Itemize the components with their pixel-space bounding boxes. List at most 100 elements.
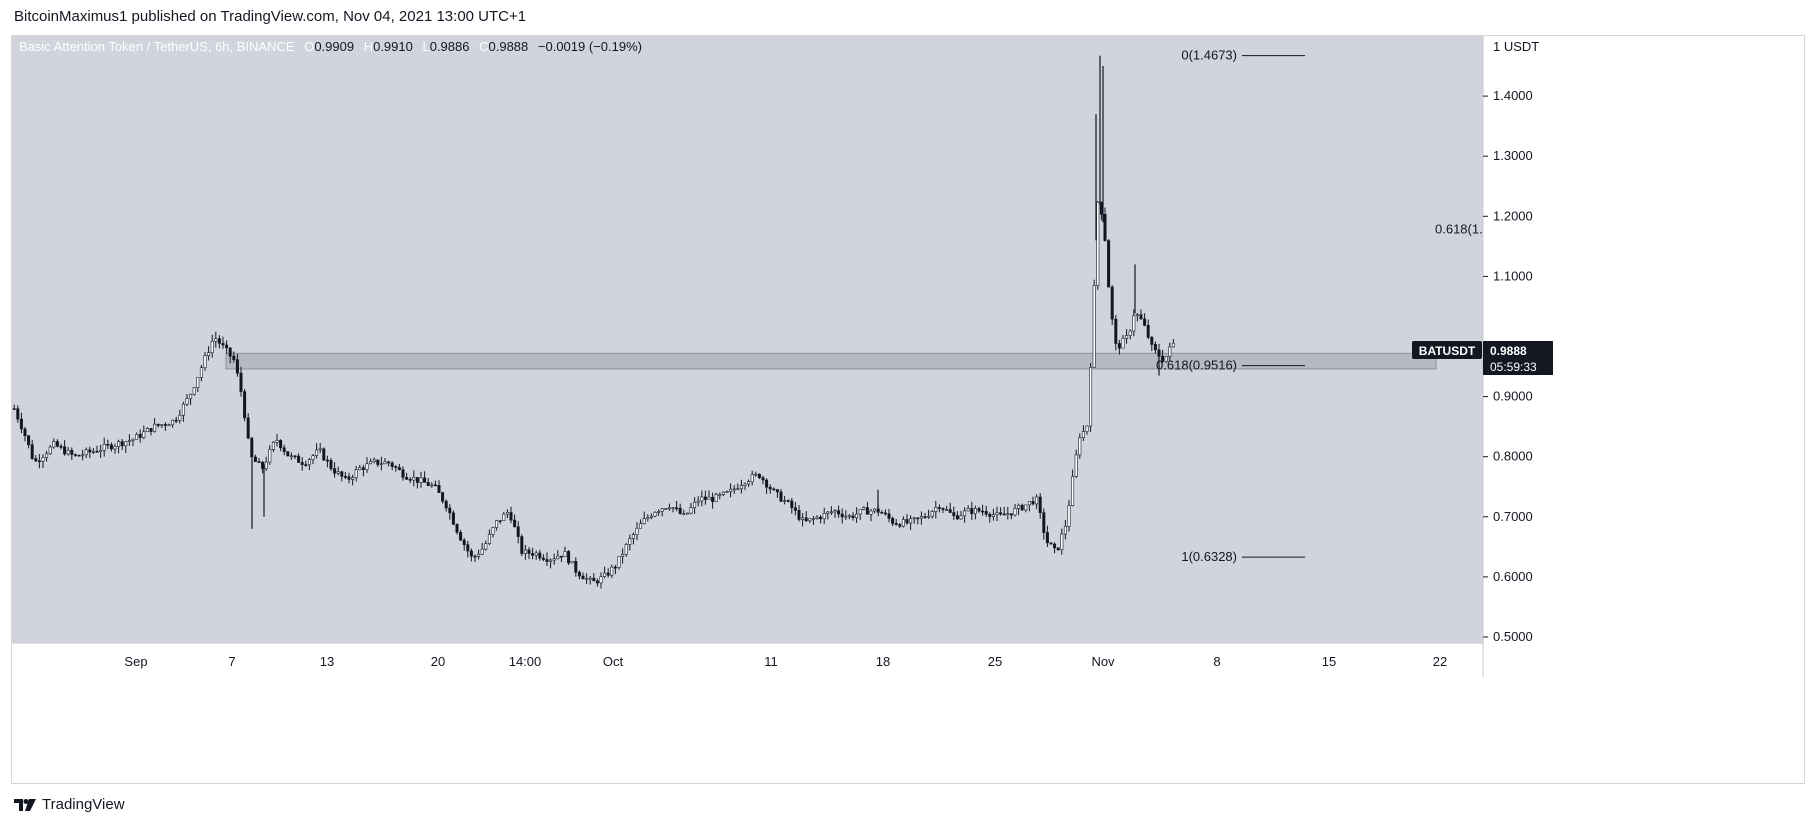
candle-body — [351, 477, 355, 480]
candle-body — [394, 466, 398, 468]
candle-body — [574, 560, 578, 573]
candle-body — [1085, 425, 1089, 432]
candle-body — [811, 518, 815, 520]
candle-body — [217, 338, 221, 344]
price-tick-label: 0.9000 — [1493, 389, 1533, 404]
candle-body — [865, 507, 869, 515]
close-label: C — [479, 39, 488, 54]
candle-body — [559, 555, 563, 558]
candle-body — [1081, 431, 1085, 438]
candle-body — [527, 549, 531, 554]
candle-body — [685, 512, 689, 515]
footer-brand: TradingView — [42, 796, 125, 813]
symbol-title: Basic Attention Token / TetherUS, 6h, BI… — [19, 39, 295, 54]
candle-body — [1161, 355, 1165, 362]
time-tick-label: 25 — [988, 654, 1002, 669]
candle-body — [289, 455, 293, 458]
candle-body — [577, 571, 581, 577]
candle-body — [617, 556, 621, 568]
candle-body — [1096, 201, 1100, 286]
time-tick-label: Sep — [124, 654, 147, 669]
candle-body — [70, 450, 74, 455]
symbol-badge-bg — [1412, 341, 1482, 359]
candle-body — [477, 553, 481, 557]
price-badge-countdown: 05:59:33 — [1490, 360, 1537, 374]
candle-body — [991, 514, 995, 517]
candle-body — [815, 516, 819, 519]
candle-body — [891, 518, 895, 524]
candle-body — [106, 444, 110, 446]
candle-body — [930, 511, 934, 517]
candle-body — [757, 473, 761, 478]
candle-body — [538, 552, 542, 559]
candle-body — [52, 441, 56, 448]
candle-body — [250, 437, 254, 458]
candle-body — [1035, 496, 1039, 505]
candle-body — [142, 431, 146, 438]
candle-body — [682, 513, 686, 515]
candle-body — [995, 512, 999, 515]
candle-body — [268, 449, 272, 463]
candle-body — [1132, 315, 1136, 332]
candle-body — [916, 517, 920, 520]
support-zone — [225, 352, 1437, 370]
candle-body — [754, 473, 758, 476]
candle-body — [124, 441, 128, 447]
candle-body — [189, 393, 193, 399]
last-price-badge[interactable]: BATUSDT 0.9888 05:59:33 — [1412, 341, 1553, 375]
candle-body — [595, 580, 599, 584]
candle-body — [358, 467, 362, 471]
candle-body — [1164, 356, 1168, 362]
fib-levels-layer: 0(1.4673) 0.618(0.9516) 1(0.6328) 0.618(1. — [1156, 48, 1483, 565]
candle-body — [887, 513, 891, 519]
candle-body — [1121, 337, 1125, 349]
candle-body — [862, 507, 866, 510]
candle-body — [516, 526, 520, 537]
price-tick-label: 0.6000 — [1493, 569, 1533, 584]
price-tick-label: 1.2000 — [1493, 208, 1533, 223]
candle-body — [322, 448, 326, 461]
candle-body — [973, 508, 977, 514]
candle-body — [300, 462, 304, 465]
candle-body — [444, 500, 448, 509]
candle-body — [127, 440, 131, 442]
candle-body — [772, 488, 776, 491]
candle-body — [279, 440, 283, 449]
candle-body — [520, 536, 524, 554]
candle-body — [372, 459, 376, 462]
price-badge-value: 0.9888 — [1490, 344, 1527, 358]
candle-body — [513, 519, 517, 528]
candle-body — [48, 446, 52, 455]
time-tick-label: 15 — [1322, 654, 1336, 669]
candle-body — [1157, 349, 1161, 357]
candle-body — [599, 576, 603, 584]
candle-body — [102, 444, 106, 451]
candle-body — [693, 501, 697, 508]
time-tick-label: 14:00 — [509, 654, 542, 669]
candle-body — [423, 477, 427, 483]
price-tick-label: 0.7000 — [1493, 509, 1533, 524]
candle-body — [505, 512, 509, 515]
candle-body — [549, 559, 553, 562]
candle-body — [495, 520, 499, 528]
footer: TradingView — [14, 796, 125, 813]
fib-level-label: 0.618(1. — [1435, 222, 1483, 237]
candle-body — [304, 464, 308, 466]
time-tick-label: Nov — [1091, 654, 1115, 669]
price-chart[interactable]: 0(1.4673)0.618(0.9516)1(0.6328)0.618(1. … — [12, 36, 1804, 783]
candle-body — [455, 524, 459, 533]
candle-body — [264, 461, 268, 469]
time-axis-background — [12, 643, 1483, 677]
candle-body — [203, 355, 207, 369]
candle-body — [1042, 512, 1046, 533]
candle-body — [801, 517, 805, 520]
candle-body — [210, 341, 214, 353]
candle-body — [822, 512, 826, 520]
chart-frame[interactable]: 0(1.4673) 0.618(0.9516) 1(0.6328) 0.618(1. … — [11, 35, 1805, 784]
candle-body — [1103, 214, 1107, 241]
low-value: 0.9886 — [430, 39, 470, 54]
candle-body — [480, 548, 484, 555]
price-tick-label: 1.3000 — [1493, 148, 1533, 163]
candle-body — [185, 398, 189, 405]
candle-body — [905, 519, 909, 524]
